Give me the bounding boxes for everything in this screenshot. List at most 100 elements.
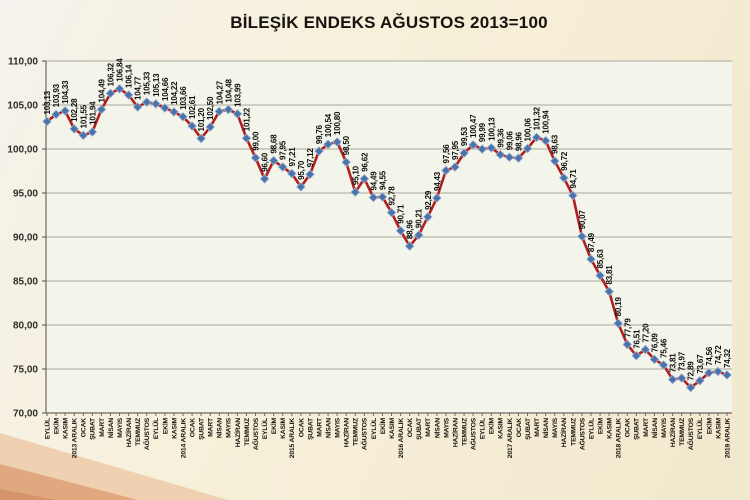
data-point-marker	[558, 172, 569, 183]
x-axis-tick-label: EYLÜL	[586, 418, 595, 439]
data-point-marker	[586, 254, 596, 264]
data-point-label: 104,48	[224, 79, 233, 103]
data-point-marker	[722, 370, 732, 380]
y-axis-tick-label: 105,00	[7, 101, 38, 112]
data-point-marker	[595, 270, 605, 281]
data-point-label: 103,99	[233, 83, 242, 107]
data-point-label: 99,53	[460, 126, 469, 146]
data-point-label: 106,84	[116, 58, 125, 82]
data-point-marker	[649, 354, 660, 365]
x-axis-tick-label: NİSAN	[651, 418, 659, 438]
data-point-label: 102,50	[206, 96, 215, 120]
x-axis-tick-label: MART	[425, 417, 432, 437]
data-point-marker	[658, 360, 669, 370]
x-axis-tick-label: MAYIS	[552, 417, 559, 438]
data-point-marker	[613, 318, 624, 329]
data-point-label: 99,99	[478, 122, 487, 142]
data-point-marker	[187, 121, 197, 131]
x-axis-tick-label: 2017 ARALIK	[507, 418, 514, 459]
x-axis-tick-label: EKİM	[705, 417, 713, 434]
data-point-label: 96,72	[560, 151, 569, 171]
data-point-marker	[422, 211, 433, 222]
x-axis-tick-label: EYLÜL	[369, 418, 378, 439]
data-point-marker	[250, 152, 261, 163]
data-point-marker	[450, 162, 460, 172]
x-axis-tick-label: NİSAN	[324, 418, 332, 438]
data-point-label: 99,00	[252, 131, 261, 151]
data-point-marker	[631, 350, 642, 361]
data-point-marker	[141, 97, 152, 107]
data-point-marker	[504, 152, 515, 163]
x-axis-tick-label: EKİM	[596, 417, 604, 434]
x-axis-tick-label: AĞUSTOS	[142, 417, 151, 450]
data-point-marker	[51, 109, 61, 120]
x-axis-tick-label: MAYIS	[335, 417, 342, 438]
x-axis-tick-label: NİSAN	[542, 418, 550, 438]
data-point-marker	[105, 88, 116, 99]
data-point-marker	[359, 173, 370, 184]
data-point-marker	[305, 169, 315, 180]
data-point-label: 90,07	[578, 210, 587, 230]
y-axis-tick-label: 70,00	[13, 409, 38, 420]
data-point-marker	[132, 102, 143, 112]
y-axis-tick-label: 95,00	[13, 189, 38, 200]
data-point-label: 74,72	[714, 345, 723, 365]
data-point-label: 101,32	[533, 106, 542, 130]
x-axis-tick-label: MAYIS	[443, 417, 450, 438]
data-point-marker	[160, 103, 170, 113]
x-axis-tick-label: EYLÜL	[42, 418, 51, 439]
x-axis-tick-label: EYLÜL	[695, 418, 704, 439]
data-point-label: 101,20	[197, 107, 206, 131]
data-point-label: 104,77	[134, 76, 143, 100]
x-axis-tick-label: EYLÜL	[260, 418, 269, 439]
data-point-label: 101,22	[242, 107, 251, 131]
x-axis-tick-label: ŞUBAT	[90, 417, 97, 440]
data-point-marker	[704, 368, 714, 378]
data-point-label: 92,29	[424, 190, 433, 210]
data-point-label: 95,70	[297, 160, 306, 180]
data-point-marker	[150, 98, 161, 109]
x-axis-tick-label: TEMMUZ	[461, 418, 468, 446]
y-axis-tick-label: 90,00	[13, 233, 38, 244]
data-point-label: 88,96	[406, 219, 415, 239]
corner-decoration-band	[0, 464, 138, 500]
data-point-marker	[277, 162, 288, 172]
x-axis-tick-label: EKİM	[270, 417, 278, 434]
data-point-label: 74,32	[723, 348, 732, 368]
data-point-label: 72,89	[687, 361, 696, 381]
x-axis-tick-label: AĞUSTOS	[469, 417, 478, 450]
data-point-marker	[205, 122, 216, 132]
x-axis-tick-label: HAZİRAN	[451, 418, 459, 447]
data-point-marker	[223, 104, 234, 115]
data-point-label: 97,21	[288, 147, 297, 167]
data-point-marker	[123, 90, 134, 100]
data-point-label: 100,80	[333, 111, 342, 135]
data-point-label: 73,67	[696, 354, 705, 374]
x-axis-tick-label: KASIM	[171, 417, 178, 438]
x-axis-tick-label: AĞUSTOS	[360, 417, 369, 450]
data-point-marker	[577, 231, 587, 242]
data-point-label: 100,94	[542, 110, 551, 134]
data-point-marker	[69, 124, 80, 134]
x-axis-tick-label: MART	[316, 417, 323, 437]
x-axis-tick-label: KASIM	[498, 417, 505, 438]
data-point-marker	[114, 83, 125, 94]
data-point-label: 94,43	[433, 171, 442, 191]
x-axis-tick-label: KASIM	[607, 417, 614, 438]
data-point-marker	[568, 190, 578, 201]
x-axis-tick-label: AĞUSTOS	[577, 417, 586, 450]
data-point-marker	[232, 109, 243, 119]
data-point-marker	[513, 153, 524, 164]
data-point-label: 99,06	[505, 131, 514, 151]
data-point-marker	[42, 116, 52, 127]
x-axis-tick-label: KASIM	[715, 417, 722, 438]
data-point-label: 100,54	[324, 113, 333, 137]
data-point-label: 98,96	[514, 131, 523, 151]
corner-decoration-band	[0, 489, 56, 500]
x-axis-tick-label: ŞUBAT	[634, 417, 641, 440]
data-point-marker	[685, 382, 696, 393]
x-axis-tick-label: TEMMUZ	[135, 418, 142, 446]
data-point-marker	[341, 157, 352, 168]
